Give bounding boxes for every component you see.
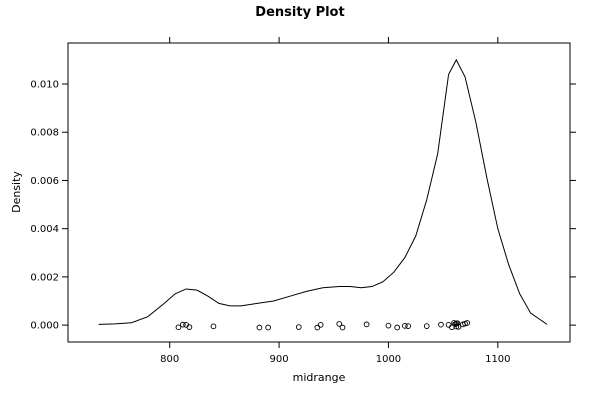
- x-tick-label: 1000: [376, 354, 401, 365]
- y-tick-label: 0.000: [30, 321, 59, 332]
- rug-point: [402, 322, 408, 329]
- plot-frame: [67, 42, 571, 343]
- rug-point: [256, 324, 263, 331]
- rug-point: [295, 324, 302, 330]
- y-tick-label: 0.008: [30, 128, 59, 139]
- y-tick-label: 0.002: [30, 272, 59, 283]
- rug-point: [423, 323, 430, 329]
- rug-point: [453, 323, 460, 330]
- rug-point: [455, 323, 462, 330]
- y-tick-label: 0.004: [30, 224, 59, 235]
- rug-point: [464, 320, 471, 326]
- rug-point: [385, 322, 392, 329]
- y-tick-label: 0.010: [30, 79, 59, 90]
- x-tick-label: 1100: [485, 354, 510, 365]
- density-curve: [98, 58, 548, 325]
- chart-title: Density Plot: [255, 5, 344, 20]
- rug-point: [339, 324, 346, 331]
- rug-points: [175, 320, 471, 331]
- rug-point: [438, 321, 444, 328]
- rug-point: [336, 321, 343, 327]
- x-tick-label: 900: [270, 354, 289, 365]
- rug-point: [394, 324, 401, 331]
- rug-point: [210, 323, 217, 330]
- rug-point: [314, 324, 321, 331]
- rug-point: [445, 322, 452, 328]
- rug-point: [186, 324, 193, 330]
- rug-point: [179, 321, 186, 328]
- x-axis: 800 900 1000 1100: [160, 37, 511, 365]
- rug-point: [317, 322, 324, 328]
- rug-point: [363, 321, 370, 328]
- y-tick-label: 0.006: [30, 176, 59, 187]
- rug-point: [405, 323, 411, 329]
- rug-point: [175, 324, 182, 331]
- y-axis-label: Density: [10, 171, 23, 213]
- x-axis-label: midrange: [293, 371, 346, 384]
- rug-point: [265, 324, 271, 331]
- y-axis: 0.000 0.002 0.004 0.006 0.008 0.010: [30, 79, 576, 332]
- rug-point: [454, 320, 461, 327]
- x-tick-label: 800: [160, 354, 179, 365]
